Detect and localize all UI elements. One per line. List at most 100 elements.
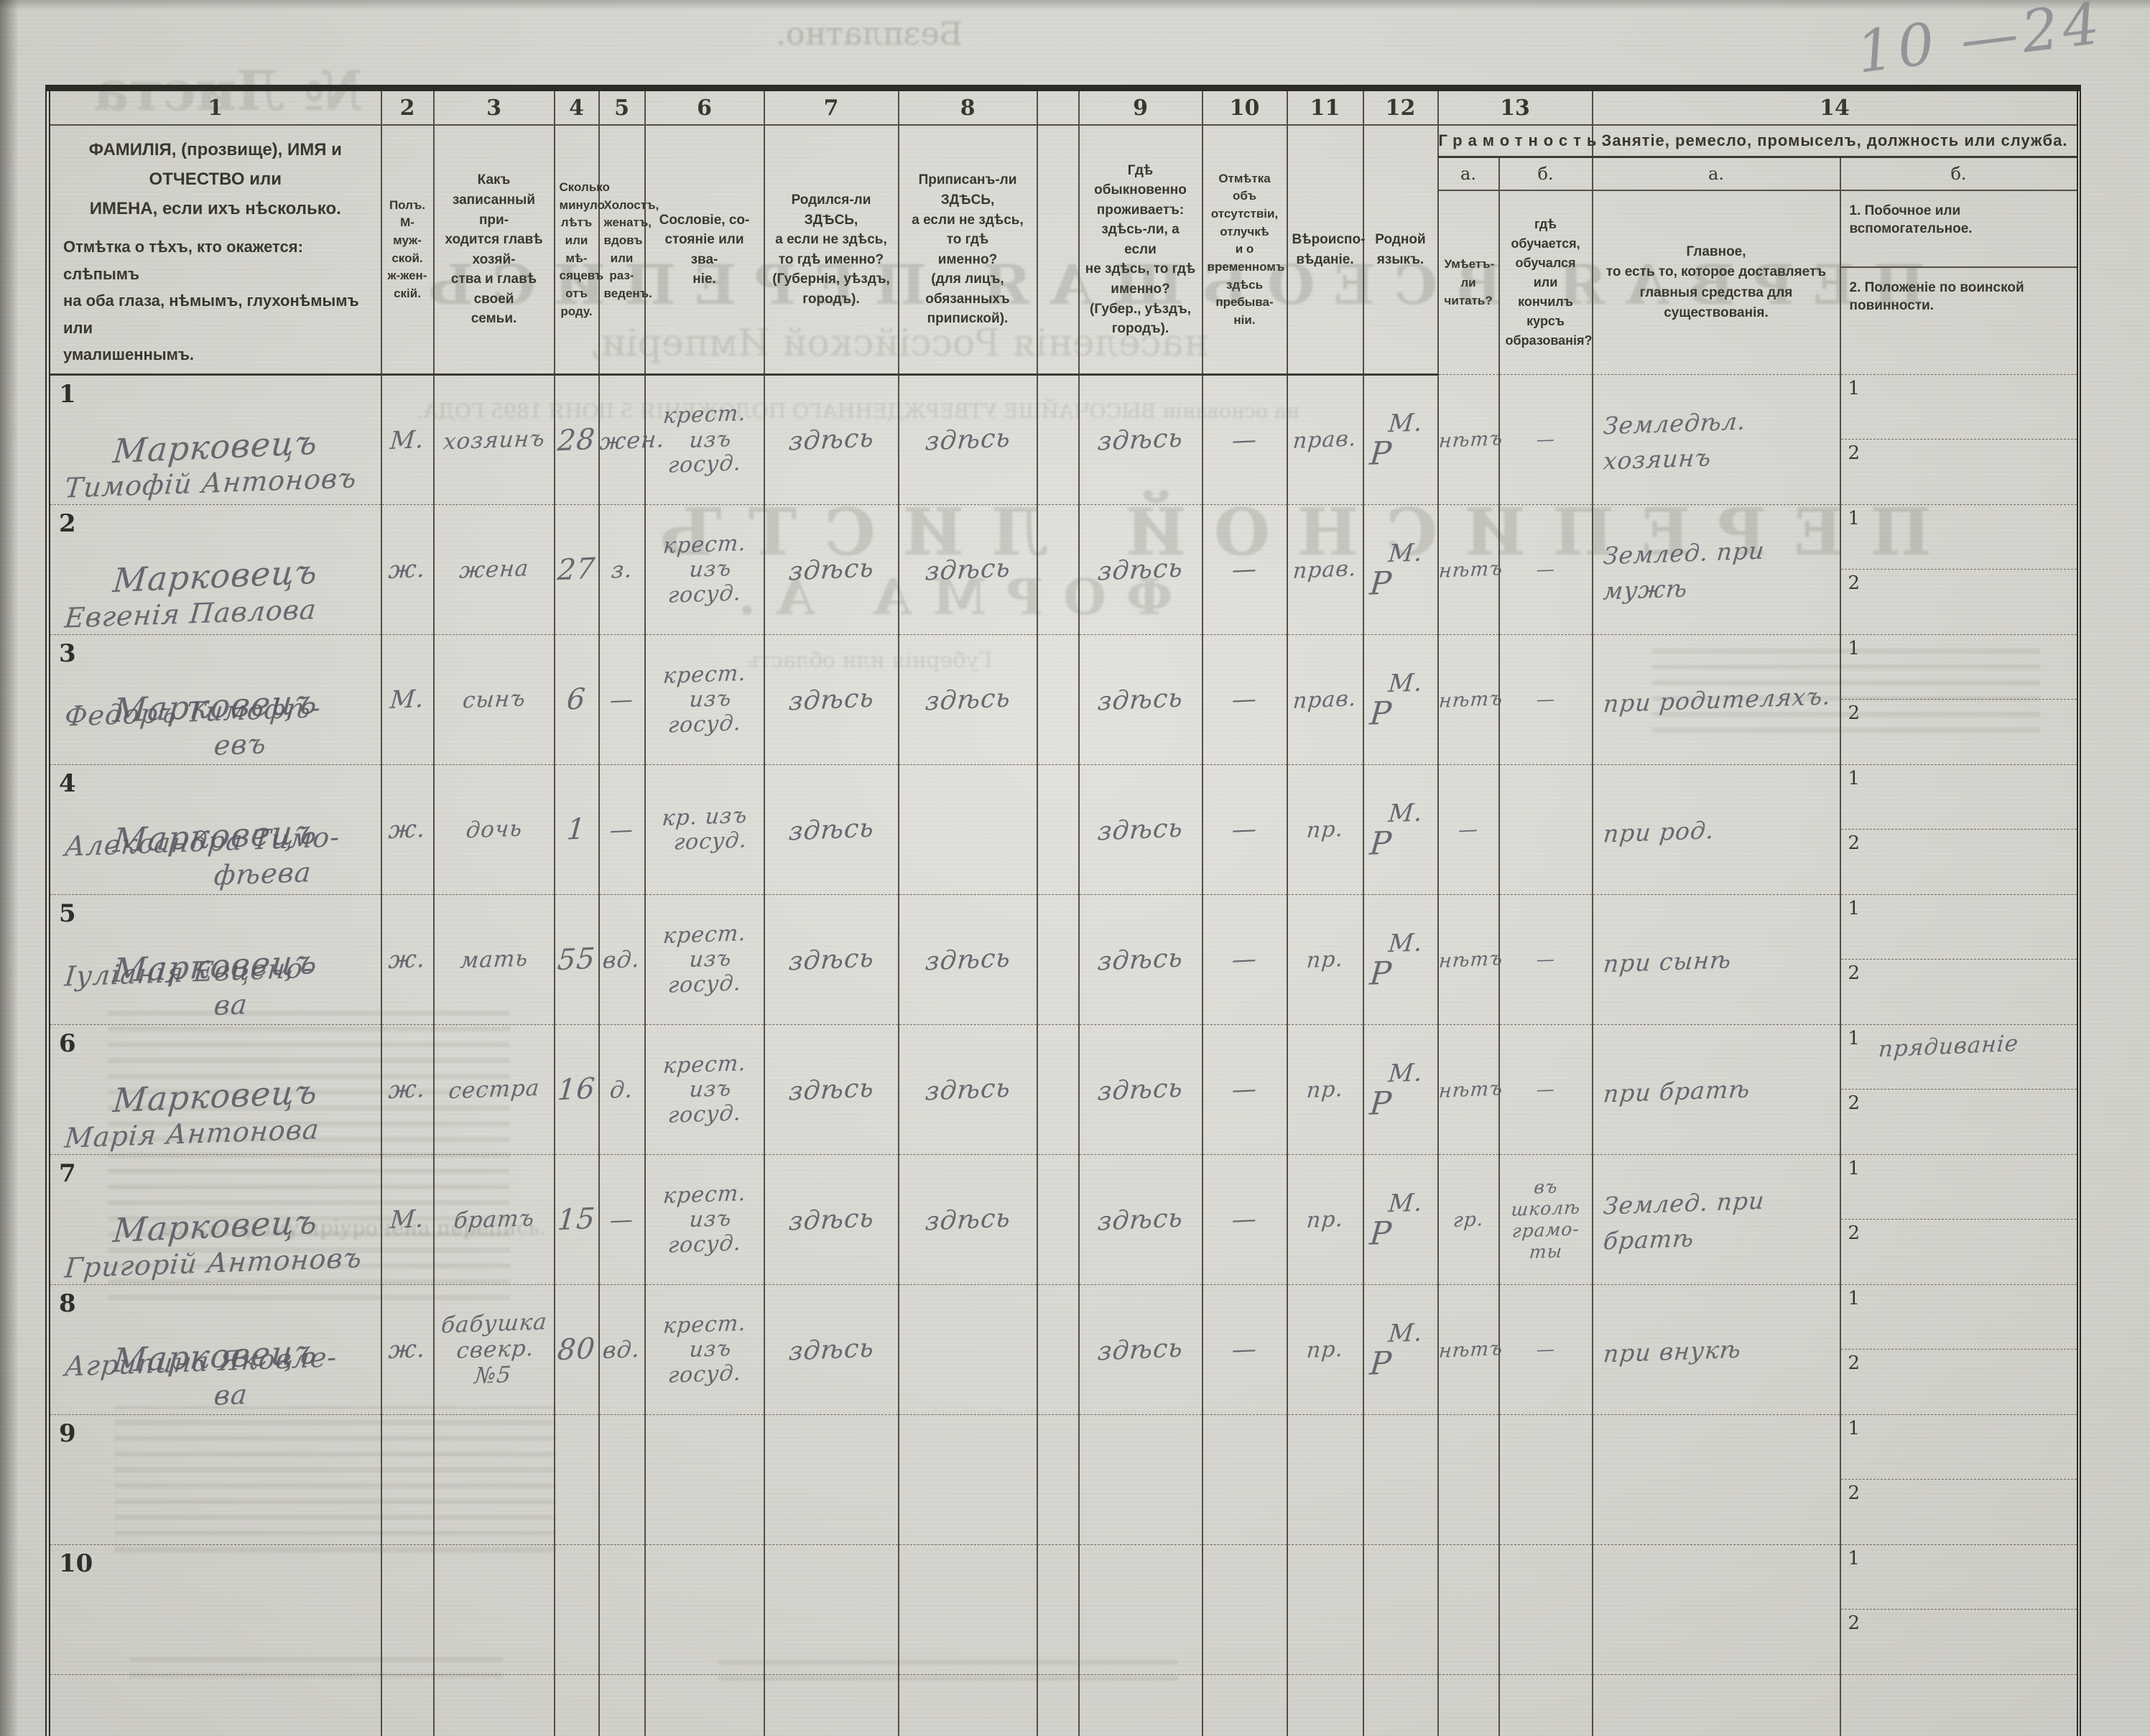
- surname-handwriting: [50, 1609, 380, 1623]
- cell-literacy-handwriting: гр.: [1452, 1207, 1485, 1232]
- col-number: 5: [598, 88, 646, 126]
- cell-language: [1362, 1544, 1439, 1676]
- cell-literacy: нѣтъ: [1437, 1284, 1503, 1416]
- cell-sex-handwriting: М.: [389, 684, 426, 715]
- cell-language: М. Р: [1362, 894, 1439, 1026]
- cell-education: —: [1498, 1024, 1593, 1156]
- cell-marital: [598, 1544, 646, 1676]
- cell-education: —: [1498, 374, 1593, 506]
- header-literacy-group: Грамотность.: [1437, 125, 1607, 158]
- occupation-side-lower: 2: [1841, 960, 2077, 1024]
- cell-registration: здѣсь: [897, 504, 1038, 636]
- col-number: 3: [432, 88, 555, 126]
- name-line: фѣева: [213, 856, 313, 892]
- occupation-side-lower: 2: [1841, 700, 2077, 763]
- cell-residence: [1078, 1414, 1203, 1546]
- column-numbers-row: 1 2 3 4 5 6 7 8 9 10 11 12 13 14: [47, 88, 2080, 126]
- header-absence: Отмѣтка объ отсутствіи, отлучкѣ и о врем…: [1201, 125, 1288, 376]
- occupation-side-lower: 2: [1841, 570, 2077, 633]
- cell-age: 28: [553, 374, 600, 506]
- subheader-texts-row: Умѣетъ- ли читать? гдѣ обучается, обучал…: [48, 190, 2080, 375]
- cell-absence-handwriting: —: [1231, 1074, 1259, 1105]
- cell-absence: —: [1201, 894, 1288, 1026]
- cell-sex: ж.: [380, 1284, 435, 1416]
- cell-sex: ж.: [380, 1024, 435, 1156]
- header-language: Родной языкъ.: [1362, 125, 1439, 376]
- estate-line: изъ: [687, 1336, 733, 1363]
- given-name-handwriting: Федоръ Тимофѣ-евъ: [63, 692, 376, 761]
- occupation-main-line: при внукѣ: [1601, 1335, 1743, 1368]
- page-edge-shadow-top: [0, 0, 2150, 10]
- empty-cell: [1362, 1674, 1439, 1736]
- cell-relation: сынъ: [432, 634, 555, 766]
- cell-literacy: [1437, 1544, 1500, 1676]
- cell-absence: —: [1201, 1024, 1288, 1156]
- occupation-side-lower: 2: [1841, 1480, 2077, 1544]
- printed-sub-label: 2: [1848, 1222, 1861, 1245]
- estate-line: крест.: [662, 660, 747, 689]
- header-literacy-b-text: гдѣ обучается, обучался или кончилъ курс…: [1498, 190, 1593, 375]
- cell-birthplace: здѣсь: [763, 634, 899, 766]
- cell-marital: жен.: [598, 374, 666, 506]
- cell-relation: жена: [432, 504, 555, 636]
- cell-name: 4 Марковецъ Александра Тимо-фѣева: [47, 764, 382, 896]
- printed-sub-label: 2: [1848, 1482, 1861, 1505]
- occupation-side-upper: 1: [1840, 375, 2077, 440]
- empty-cell: [1201, 1674, 1288, 1736]
- cell-birthplace: здѣсь: [763, 504, 899, 636]
- cell-occupation-side: 1 прядиваніе 2: [1839, 1024, 2080, 1156]
- col-number: 7: [763, 88, 899, 126]
- col-number: 2: [380, 88, 435, 126]
- empty-cell: [1591, 1674, 1841, 1736]
- census-body: 1 Марковецъ Тимофій Антоновъ М. хозяинъ 28 жен…: [47, 374, 2080, 1736]
- empty-cell: [1498, 1674, 1593, 1736]
- cell-education: —: [1498, 1284, 1593, 1416]
- relation-line: сынъ: [461, 685, 527, 714]
- cell-religion-handwriting: прав.: [1292, 555, 1358, 584]
- cell-religion: [1286, 1544, 1364, 1676]
- cell-religion: прав.: [1286, 504, 1364, 636]
- cell-birthplace-handwriting: здѣсь: [787, 1333, 876, 1367]
- subheader-letters-row: а. б. а. б.: [48, 157, 2080, 191]
- col-number: 4: [553, 88, 600, 126]
- cell-registration-handwriting: здѣсь: [923, 1073, 1012, 1107]
- cell-registration: [897, 1544, 1038, 1676]
- bleedthrough-text: Безплатно.: [776, 16, 963, 52]
- cell-literacy-handwriting: нѣтъ: [1437, 687, 1503, 712]
- printed-sub-label: 2: [1848, 962, 1861, 985]
- estate-line: крест.: [662, 1180, 747, 1209]
- row-number: 10: [59, 1549, 93, 1579]
- education-line: ты: [1528, 1240, 1563, 1263]
- cell-registration: [897, 1414, 1038, 1546]
- cell-literacy: нѣтъ: [1437, 374, 1503, 506]
- cell-language: М. Р: [1362, 764, 1439, 896]
- estate-line: госуд.: [667, 1100, 743, 1128]
- cell-absence-handwriting: —: [1231, 1204, 1259, 1235]
- header-birthplace: Родился-ли ЗДѢСЬ, а если не здѣсь, то гд…: [763, 125, 899, 376]
- cell-absence-handwriting: —: [1231, 814, 1259, 845]
- given-name-handwriting: Александра Тимо-фѣева: [63, 821, 376, 892]
- header-name-p2: Отмѣтка о тѣхъ, кто окажется: слѣпымъ на…: [63, 238, 359, 363]
- empty-cell: [1839, 1674, 2080, 1736]
- header-name-p1: ФАМИЛІЯ, (прозвище), ИМЯ и ОТЧЕСТВО или …: [88, 140, 342, 218]
- cell-absence-handwriting: —: [1231, 944, 1259, 975]
- cell-residence: здѣсь: [1078, 634, 1203, 766]
- cell-literacy-handwriting: нѣтъ: [1437, 427, 1503, 452]
- cell-absence: —: [1201, 374, 1288, 506]
- printed-sub-label: 1: [1848, 768, 1861, 790]
- occupation-side-upper: 1: [1840, 1415, 2077, 1480]
- estate-line: крест.: [662, 1050, 747, 1079]
- col-number: 13: [1437, 88, 1593, 126]
- cell-religion: прав.: [1286, 374, 1364, 506]
- estate-line: крест.: [662, 1310, 747, 1339]
- name-line: Марія Антонова: [63, 1113, 321, 1154]
- cell-registration-handwriting: здѣсь: [923, 683, 1012, 717]
- cell-age: 27: [553, 504, 600, 636]
- cell-sex: [380, 1544, 435, 1676]
- occupation-main-line: при родителяхъ.: [1601, 681, 1832, 718]
- cell-residence-handwriting: здѣсь: [1096, 1203, 1185, 1237]
- cell-marital: вд.: [598, 894, 646, 1026]
